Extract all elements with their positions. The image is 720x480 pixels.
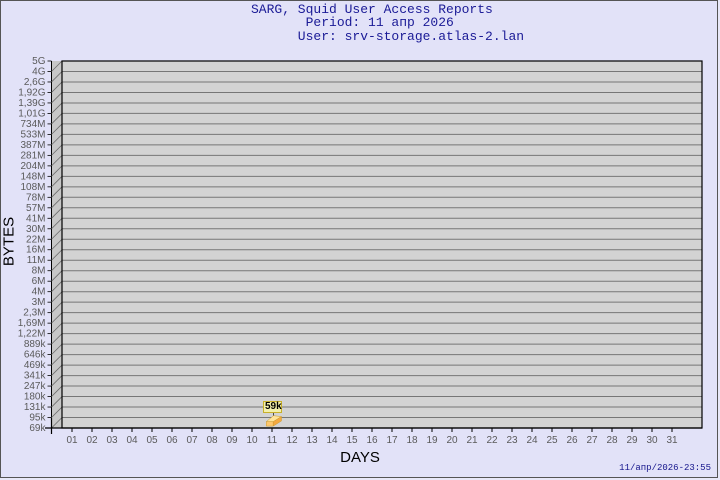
svg-text:03: 03 (106, 435, 118, 446)
svg-text:11: 11 (267, 435, 278, 446)
svg-text:533M: 533M (20, 129, 45, 140)
svg-text:387M: 387M (20, 140, 45, 151)
svg-text:131k: 131k (24, 402, 47, 413)
svg-text:22M: 22M (26, 234, 45, 245)
svg-text:16M: 16M (26, 245, 45, 256)
svg-text:10: 10 (246, 435, 258, 446)
svg-text:12: 12 (286, 435, 298, 446)
svg-text:07: 07 (186, 435, 198, 446)
svg-text:02: 02 (86, 435, 98, 446)
svg-text:18: 18 (406, 435, 418, 446)
svg-text:14: 14 (326, 435, 338, 446)
svg-text:28: 28 (606, 435, 618, 446)
svg-text:23: 23 (506, 435, 518, 446)
svg-text:4G: 4G (32, 66, 46, 77)
svg-text:01: 01 (66, 435, 78, 446)
svg-text:6M: 6M (32, 276, 46, 287)
svg-text:27: 27 (586, 435, 598, 446)
svg-text:21: 21 (466, 435, 478, 446)
svg-text:30M: 30M (26, 224, 45, 235)
svg-text:1,22M: 1,22M (18, 329, 46, 340)
svg-text:41M: 41M (26, 213, 45, 224)
svg-text:13: 13 (306, 435, 318, 446)
svg-text:09: 09 (226, 435, 238, 446)
svg-text:469k: 469k (24, 360, 47, 371)
svg-text:20: 20 (446, 435, 458, 446)
svg-text:341k: 341k (24, 371, 47, 382)
svg-text:05: 05 (146, 435, 158, 446)
svg-text:180k: 180k (24, 392, 47, 403)
svg-text:4M: 4M (32, 287, 46, 298)
svg-text:06: 06 (166, 435, 178, 446)
svg-text:30: 30 (646, 435, 658, 446)
svg-text:15: 15 (346, 435, 358, 446)
svg-text:31: 31 (666, 435, 678, 446)
svg-text:889k: 889k (24, 339, 47, 350)
svg-text:1,01G: 1,01G (18, 108, 45, 119)
svg-text:5G: 5G (32, 56, 46, 67)
svg-text:1,69M: 1,69M (18, 318, 46, 329)
svg-text:57M: 57M (26, 203, 45, 214)
svg-text:3M: 3M (32, 297, 46, 308)
svg-text:26: 26 (566, 435, 578, 446)
svg-text:1,92G: 1,92G (18, 87, 45, 98)
svg-text:734M: 734M (20, 119, 45, 130)
svg-text:1,39G: 1,39G (18, 98, 45, 109)
svg-text:247k: 247k (24, 381, 47, 392)
svg-text:16: 16 (366, 435, 378, 446)
svg-text:25: 25 (546, 435, 558, 446)
svg-text:646k: 646k (24, 350, 47, 361)
svg-text:11M: 11M (27, 255, 46, 266)
svg-text:19: 19 (426, 435, 438, 446)
svg-text:08: 08 (206, 435, 218, 446)
svg-text:22: 22 (486, 435, 498, 446)
svg-text:95k: 95k (29, 413, 46, 424)
svg-text:204M: 204M (20, 161, 45, 172)
svg-text:78M: 78M (26, 192, 45, 203)
svg-text:2,6G: 2,6G (24, 77, 46, 88)
svg-text:29: 29 (626, 435, 638, 446)
svg-text:2,3M: 2,3M (23, 308, 45, 319)
svg-text:8M: 8M (32, 266, 46, 277)
svg-text:24: 24 (526, 435, 538, 446)
svg-text:108M: 108M (20, 182, 45, 193)
svg-text:69k: 69k (29, 423, 46, 434)
svg-text:04: 04 (126, 435, 138, 446)
svg-text:148M: 148M (20, 171, 45, 182)
svg-text:281M: 281M (20, 150, 45, 161)
svg-text:17: 17 (386, 435, 398, 446)
